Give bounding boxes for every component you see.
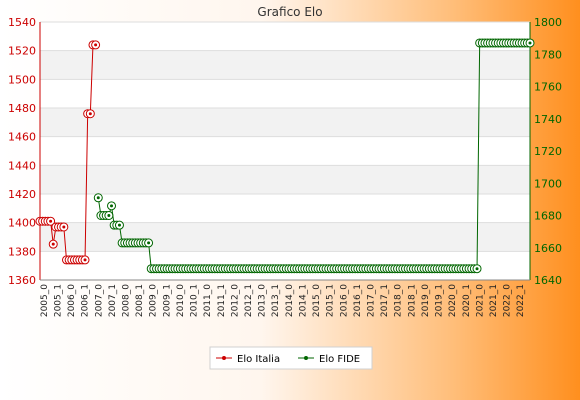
series-layer bbox=[35, 38, 535, 274]
x-tick-label: 2013_0 bbox=[258, 284, 268, 317]
elo-italia-point-core bbox=[83, 258, 87, 262]
x-tick-label: 2015_0 bbox=[312, 284, 322, 317]
right-tick-label: 1720 bbox=[534, 145, 562, 158]
left-tick-label: 1360 bbox=[8, 274, 36, 287]
x-tick-label: 2022_0 bbox=[503, 284, 513, 317]
elo-italia-point-core bbox=[62, 225, 66, 229]
x-tick-label: 2011_1 bbox=[217, 284, 227, 317]
right-tick-label: 1780 bbox=[534, 48, 562, 61]
x-tick-label: 2012_0 bbox=[230, 284, 240, 317]
legend: Elo Italia Elo FIDE bbox=[209, 346, 373, 370]
chart-title: Grafico Elo bbox=[257, 5, 322, 19]
elo-italia-point-core bbox=[94, 43, 98, 47]
left-tick-label: 1380 bbox=[8, 245, 36, 258]
left-tick-label: 1400 bbox=[8, 217, 36, 230]
legend-label-elo-italia: Elo Italia bbox=[237, 354, 280, 365]
plot-band bbox=[40, 22, 530, 51]
x-tick-label: 2018_1 bbox=[407, 284, 417, 317]
x-tick-label: 2011_0 bbox=[203, 284, 213, 317]
x-tick-label: 2017_1 bbox=[380, 284, 390, 317]
right-tick-label: 1700 bbox=[534, 177, 562, 190]
x-tick-label: 2020_1 bbox=[462, 284, 472, 317]
left-tick-label: 1480 bbox=[8, 102, 36, 115]
right-tick-label: 1660 bbox=[534, 242, 562, 255]
x-tick-label: 2012_1 bbox=[244, 284, 254, 317]
elo-italia-point-core bbox=[49, 219, 53, 223]
elo-fide-point-core bbox=[96, 196, 100, 200]
left-tick-label: 1460 bbox=[8, 131, 36, 144]
x-tick-label: 2009_0 bbox=[149, 284, 159, 317]
x-tick-label: 2013_1 bbox=[271, 284, 281, 317]
elo-fide-point-core bbox=[147, 241, 151, 245]
left-axis-ticks: 1360 1380 1400 1420 1440 1460 1480 1500 1520 1540 bbox=[8, 16, 36, 287]
x-tick-label: 2016_1 bbox=[353, 284, 363, 317]
left-tick-label: 1420 bbox=[8, 188, 36, 201]
x-tick-label: 2008_1 bbox=[135, 284, 145, 317]
plot-band bbox=[40, 165, 530, 194]
right-tick-label: 1680 bbox=[534, 210, 562, 223]
elo-fide-point-core bbox=[107, 214, 111, 217]
x-tick-label: 2022_1 bbox=[516, 284, 526, 317]
left-tick-label: 1440 bbox=[8, 159, 36, 172]
plot-band bbox=[40, 79, 530, 108]
x-tick-label: 2018_0 bbox=[394, 284, 404, 317]
x-tick-label: 2014_0 bbox=[285, 284, 295, 317]
right-tick-label: 1800 bbox=[534, 16, 562, 29]
right-axis-ticks: 1640 1660 1680 1700 1720 1740 1760 1780 1800 bbox=[534, 16, 562, 287]
x-tick-label: 2019_1 bbox=[435, 284, 445, 317]
x-tick-label: 2019_0 bbox=[421, 284, 431, 317]
left-tick-label: 1520 bbox=[8, 45, 36, 58]
legend-marker-elo-fide bbox=[304, 356, 308, 360]
x-tick-label: 2021_1 bbox=[489, 284, 499, 317]
right-tick-label: 1740 bbox=[534, 113, 562, 126]
x-tick-label: 2021_0 bbox=[475, 284, 485, 317]
x-tick-label: 2010_1 bbox=[190, 284, 200, 317]
x-axis-ticks: 2005_0 2005_1 2006_0 2006_1 2007_0 2007_1 2008… bbox=[40, 284, 526, 317]
right-tick-label: 1640 bbox=[534, 274, 562, 287]
x-tick-label: 2005_0 bbox=[40, 284, 50, 317]
plot-band bbox=[40, 194, 530, 223]
x-tick-label: 2007_0 bbox=[94, 284, 104, 317]
x-tick-label: 2006_1 bbox=[81, 284, 91, 317]
x-tick-label: 2010_0 bbox=[176, 284, 186, 317]
x-tick-label: 2009_1 bbox=[162, 284, 172, 317]
x-tick-label: 2008_0 bbox=[121, 284, 131, 317]
plot-band bbox=[40, 136, 530, 166]
x-tick-label: 2016_0 bbox=[339, 284, 349, 317]
elo-fide-point-core bbox=[110, 204, 114, 208]
x-tick-label: 2006_0 bbox=[67, 284, 77, 317]
elo-fide-point-core bbox=[475, 267, 479, 271]
legend-marker-elo-italia bbox=[222, 356, 226, 360]
elo-fide-point-core bbox=[528, 41, 532, 45]
x-tick-label: 2020_0 bbox=[448, 284, 458, 317]
legend-label-elo-fide: Elo FIDE bbox=[319, 354, 360, 365]
elo-italia-point-core bbox=[88, 112, 92, 116]
legend-box bbox=[209, 346, 373, 370]
x-tick-label: 2005_1 bbox=[53, 284, 63, 317]
axes bbox=[39, 22, 531, 281]
plot-band bbox=[40, 108, 530, 137]
elo-italia-point-core bbox=[51, 242, 55, 246]
left-tick-label: 1540 bbox=[8, 16, 36, 29]
elo-fide-point-core bbox=[117, 223, 121, 227]
right-tick-label: 1760 bbox=[534, 81, 562, 94]
x-tick-label: 2015_1 bbox=[326, 284, 336, 317]
x-tick-label: 2007_1 bbox=[108, 284, 118, 317]
x-tick-label: 2014_1 bbox=[298, 284, 308, 317]
plot-band bbox=[40, 50, 530, 80]
plot-background bbox=[40, 22, 530, 280]
x-tick-label: 2017_0 bbox=[366, 284, 376, 317]
left-tick-label: 1500 bbox=[8, 73, 36, 86]
